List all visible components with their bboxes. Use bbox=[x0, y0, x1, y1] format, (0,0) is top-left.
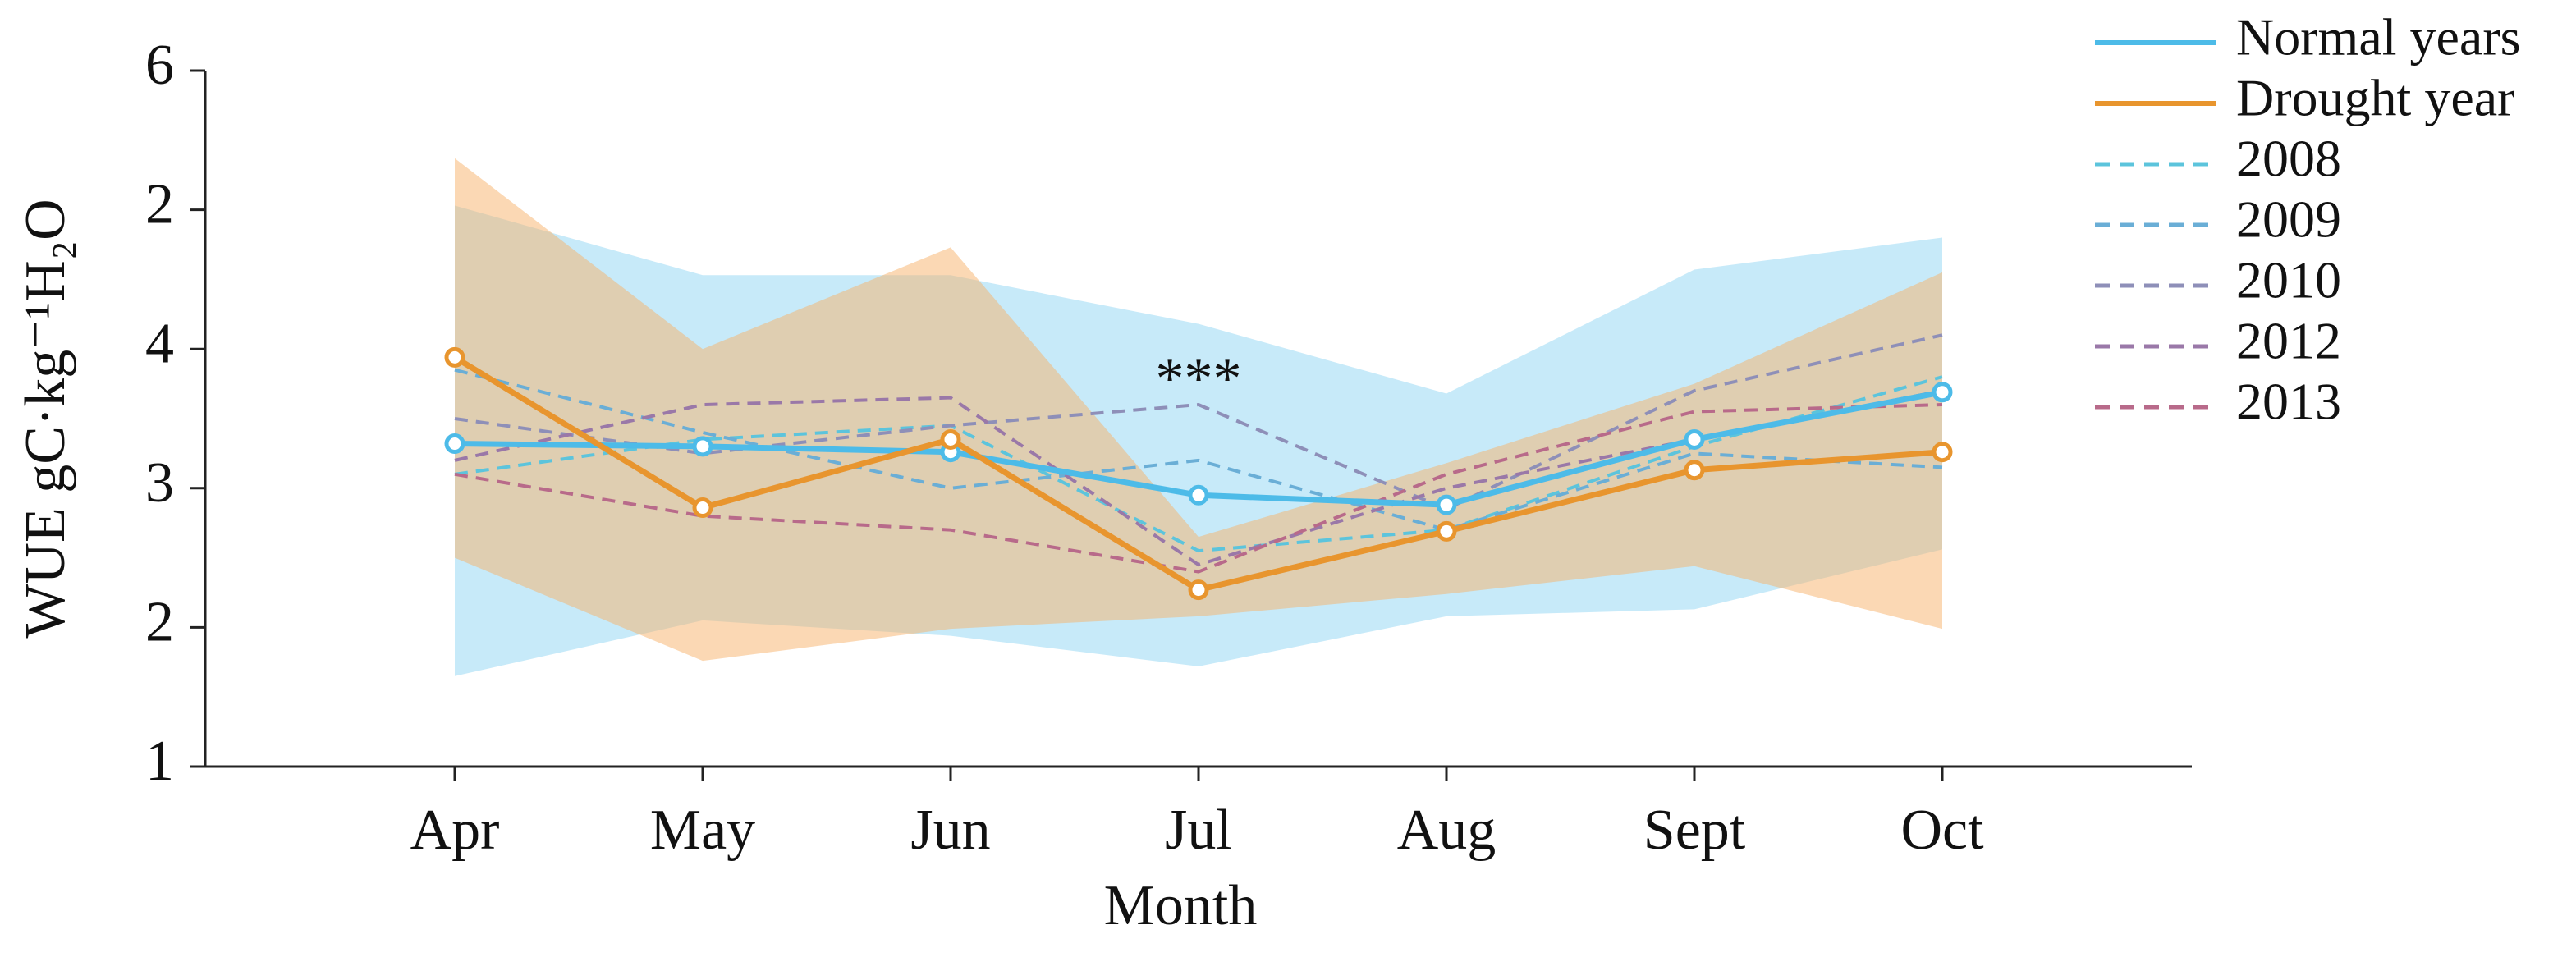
y-tick-label: 4 bbox=[145, 312, 174, 375]
point bbox=[444, 346, 465, 368]
x-tick-label: Jul bbox=[1165, 799, 1232, 862]
legend-label: 2012 bbox=[2236, 312, 2341, 370]
y-axis-label: WUE gC·kg⁻¹H₂O bbox=[14, 199, 77, 638]
legend-label: Drought year bbox=[2236, 69, 2514, 127]
x-tick-label: Jun bbox=[910, 799, 990, 862]
point bbox=[940, 428, 961, 450]
y-tick-label: 6 bbox=[145, 34, 174, 97]
x-tick-label: May bbox=[650, 799, 755, 862]
x-tick-label: Apr bbox=[410, 799, 500, 862]
point bbox=[1436, 520, 1457, 542]
point bbox=[1684, 460, 1705, 481]
y-tick-label: 1 bbox=[145, 730, 174, 793]
point bbox=[1932, 442, 1953, 463]
point bbox=[1684, 428, 1705, 450]
point bbox=[1436, 494, 1457, 515]
y-tick-label: 2 bbox=[145, 173, 174, 236]
legend-label: 2008 bbox=[2236, 130, 2341, 188]
legend-label: 2010 bbox=[2236, 251, 2341, 309]
point bbox=[1188, 579, 1209, 601]
x-tick-label: Oct bbox=[1900, 799, 1984, 862]
series-line bbox=[454, 403, 1943, 574]
x-axis-label: Month bbox=[1104, 874, 1258, 937]
legend-label: 2013 bbox=[2236, 373, 2341, 431]
x-tick-label: Aug bbox=[1397, 799, 1497, 862]
series-line bbox=[454, 368, 1943, 532]
x-tick-label: Sept bbox=[1643, 799, 1746, 862]
series-line bbox=[454, 333, 1943, 511]
point bbox=[1932, 382, 1953, 403]
annotation: *** bbox=[1156, 347, 1242, 410]
band bbox=[455, 158, 1942, 662]
point bbox=[444, 433, 465, 455]
point bbox=[692, 497, 713, 519]
y-tick-label: 3 bbox=[145, 451, 174, 515]
point bbox=[1188, 484, 1209, 506]
legend-label: Normal years bbox=[2236, 8, 2521, 66]
point bbox=[692, 436, 713, 457]
legend-label: 2009 bbox=[2236, 190, 2341, 249]
y-tick-label: 2 bbox=[145, 590, 174, 653]
